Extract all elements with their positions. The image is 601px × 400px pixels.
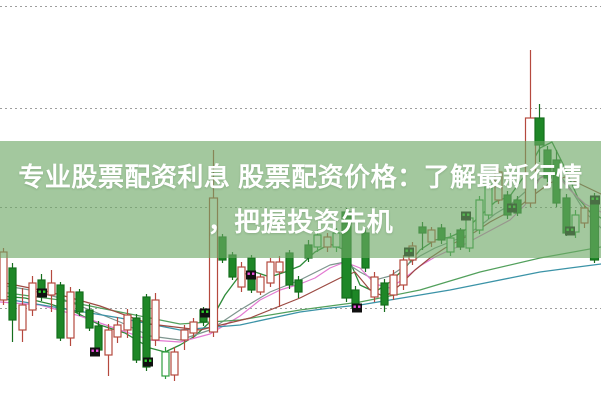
candle-body	[8, 267, 17, 321]
candle-body	[66, 291, 75, 339]
candle-body	[123, 314, 132, 331]
signal-marker	[246, 270, 256, 280]
candle-body	[94, 325, 103, 351]
candle-body	[56, 284, 65, 339]
candle-body	[399, 259, 408, 286]
signal-marker-dot	[149, 359, 152, 362]
candle-body	[161, 351, 170, 377]
ma-slow-green	[0, 246, 601, 325]
signal-marker-dot	[38, 290, 41, 293]
signal-marker-dot	[247, 272, 250, 275]
signal-marker	[37, 288, 47, 298]
candle-body	[266, 261, 275, 284]
candle-body	[180, 329, 189, 341]
candle-body	[104, 329, 113, 356]
candle-body	[389, 274, 398, 296]
candle-body	[237, 266, 246, 288]
candle-body	[294, 279, 303, 293]
signal-marker-dot	[353, 305, 356, 308]
promo-banner: 专业股票配资利息 股票配资价格：了解最新行情 ，把握投资先机	[0, 141, 601, 258]
signal-marker-dot	[144, 359, 147, 362]
signal-marker	[143, 357, 153, 367]
candle-body	[275, 261, 284, 273]
candle-body	[85, 309, 94, 329]
signal-marker-dot	[43, 290, 46, 293]
candle-body	[256, 276, 265, 293]
candle-body	[370, 276, 379, 298]
signal-marker	[200, 308, 210, 318]
signal-marker-dot	[358, 305, 361, 308]
candle-body	[132, 317, 141, 361]
candle-body	[189, 321, 198, 334]
candle-body	[18, 304, 27, 331]
candle-body	[380, 282, 389, 306]
candle-body	[142, 296, 151, 368]
candle-body	[170, 351, 179, 376]
signal-marker-dot	[201, 310, 204, 313]
candle-body	[113, 324, 122, 338]
candle-body	[47, 282, 56, 296]
signal-marker-dot	[206, 310, 209, 313]
signal-marker-dot	[91, 349, 94, 352]
signal-marker-dot	[252, 272, 255, 275]
banner-text-line-1: 专业股票配资利息 股票配资价格：了解最新行情	[18, 161, 583, 192]
signal-marker	[352, 303, 362, 313]
candle-body	[75, 291, 84, 313]
candle-body	[151, 299, 160, 341]
banner-text-line-2: ，把握投资先机	[207, 206, 394, 237]
candle-body	[228, 254, 237, 278]
signal-marker	[90, 347, 100, 357]
signal-marker-dot	[96, 349, 99, 352]
candle-body	[0, 251, 8, 301]
candle-body	[28, 282, 37, 311]
